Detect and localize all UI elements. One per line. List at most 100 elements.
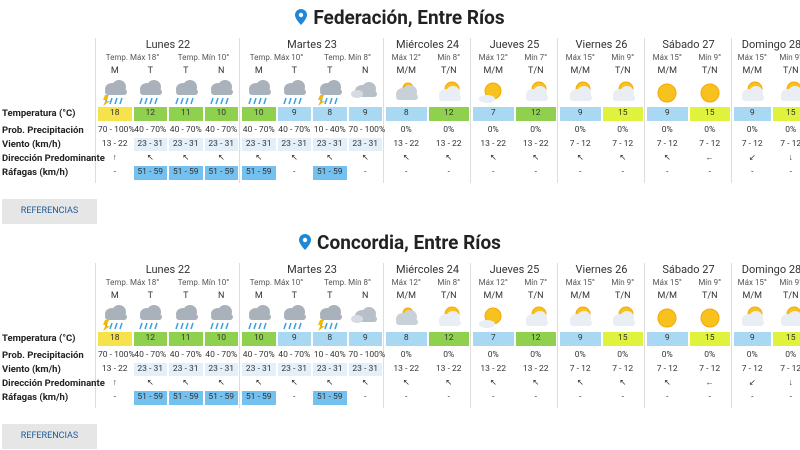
weather-icon <box>780 306 800 326</box>
temperature-cell: 18 <box>98 332 132 346</box>
day-name: Viernes 26 <box>575 263 628 276</box>
row-label: Ráfagas (km/h) <box>2 392 69 403</box>
period: T/N <box>614 66 631 76</box>
weather-icon <box>210 305 234 330</box>
weather-icon <box>317 305 342 331</box>
data-cell: - <box>666 167 669 177</box>
period: N <box>362 66 369 76</box>
references-button[interactable]: REFERENCIAS <box>2 424 97 449</box>
data-cell: ↑ <box>112 153 117 163</box>
data-cell: - <box>579 392 582 402</box>
weather-icon <box>139 305 163 330</box>
data-cell: - <box>789 392 792 402</box>
period: M/M <box>570 66 590 76</box>
temperature-cell: 9 <box>348 107 382 121</box>
data-cell: 7 - 12 <box>699 139 721 149</box>
data-cell: - <box>621 167 624 177</box>
temperature-cell: 18 <box>98 107 132 121</box>
data-cell: ↖ <box>532 378 540 388</box>
data-cell: ↖ <box>146 378 154 388</box>
weather-icon <box>612 81 635 101</box>
temp-min: Mín 9° <box>698 278 722 287</box>
data-cell: ↖ <box>326 153 334 163</box>
data-cell: 40 - 70% <box>205 350 238 360</box>
weather-icon <box>742 306 765 326</box>
temperature-cell: 12 <box>515 332 556 346</box>
temp-min: Temp. Mín 10° <box>177 53 230 62</box>
location-pin <box>299 234 312 250</box>
weather-icon <box>102 305 127 331</box>
data-cell: ↖ <box>576 153 584 163</box>
data-cell: 0% <box>530 125 542 135</box>
data-cell: 70 - 100% <box>98 125 135 135</box>
weather-icon <box>175 305 198 330</box>
temperature-cell: 15 <box>602 332 643 346</box>
period: T/N <box>701 66 718 76</box>
data-cell: 0% <box>785 125 797 135</box>
data-cell: - <box>113 167 116 177</box>
period: T <box>183 291 189 301</box>
data-cell: 23 - 31 <box>133 363 167 376</box>
data-cell: 13 - 22 <box>393 364 420 374</box>
day-separator <box>95 38 96 183</box>
temp-max: Máx 15° <box>565 278 595 287</box>
data-cell: 13 - 22 <box>522 364 549 374</box>
data-cell: 0% <box>400 350 412 360</box>
temperature-cell: 11 <box>169 107 203 121</box>
temperature-cell: 9 <box>277 107 311 121</box>
temperature-cell: 9 <box>560 107 601 121</box>
temp-min: Mín 9° <box>611 278 635 287</box>
data-cell: 7 - 12 <box>612 364 634 374</box>
period: T/N <box>440 66 457 76</box>
temperature-cell: 10 <box>242 107 276 121</box>
temperature-cell: 10 <box>204 107 238 121</box>
period: T <box>291 291 297 301</box>
data-cell: 23 - 31 <box>313 138 347 151</box>
data-cell: 23 - 31 <box>277 138 311 151</box>
temperature-cell: 8 <box>313 332 347 346</box>
day-name: Miércoles 24 <box>395 263 460 276</box>
period: M/M <box>570 291 590 301</box>
temp-max: Máx 12° <box>391 278 421 287</box>
temp-min: Mín 9° <box>698 53 722 62</box>
data-cell: ↖ <box>445 153 453 163</box>
day-separator <box>95 263 96 408</box>
temp-min: Temp. Mín 8° <box>323 278 372 287</box>
data-cell: ↖ <box>663 378 671 388</box>
data-cell: - <box>364 392 367 402</box>
temperature-cell: 15 <box>602 107 643 121</box>
temperature-cell: 7 <box>473 332 514 346</box>
row-label: Viento (km/h) <box>2 139 61 150</box>
temperature-cell: 8 <box>313 107 347 121</box>
data-cell: ↖ <box>532 153 540 163</box>
data-cell: 7 - 12 <box>612 139 634 149</box>
period: M/M <box>657 66 677 76</box>
weather-icon <box>351 82 378 98</box>
temperature-cell: 9 <box>647 332 688 346</box>
data-cell: 23 - 31 <box>313 363 347 376</box>
period: T/N <box>527 291 544 301</box>
location-pin <box>295 9 308 25</box>
temperature-cell: 15 <box>772 107 800 121</box>
day-separator <box>557 38 558 183</box>
data-cell: 0% <box>704 125 716 135</box>
temp-max: Máx 12° <box>478 278 508 287</box>
data-cell: 13 - 22 <box>101 364 128 374</box>
data-cell: 51 - 59 <box>204 391 238 405</box>
period: M/M <box>742 291 762 301</box>
data-cell: ↖ <box>489 378 497 388</box>
temperature-cell: 10 <box>204 332 238 346</box>
data-cell: ↓ <box>788 153 793 163</box>
data-cell: 70 - 100% <box>348 350 386 360</box>
data-cell: 13 - 22 <box>393 139 420 149</box>
data-cell: ↖ <box>619 378 627 388</box>
day-separator <box>644 38 645 183</box>
temperature-cell: 9 <box>560 332 601 346</box>
data-cell: 70 - 100% <box>348 125 386 135</box>
data-cell: - <box>364 167 367 177</box>
temperature-cell: 12 <box>133 107 167 121</box>
data-cell: 0% <box>487 350 499 360</box>
data-cell: 40 - 70% <box>134 350 167 360</box>
references-button[interactable]: REFERENCIAS <box>2 199 97 224</box>
